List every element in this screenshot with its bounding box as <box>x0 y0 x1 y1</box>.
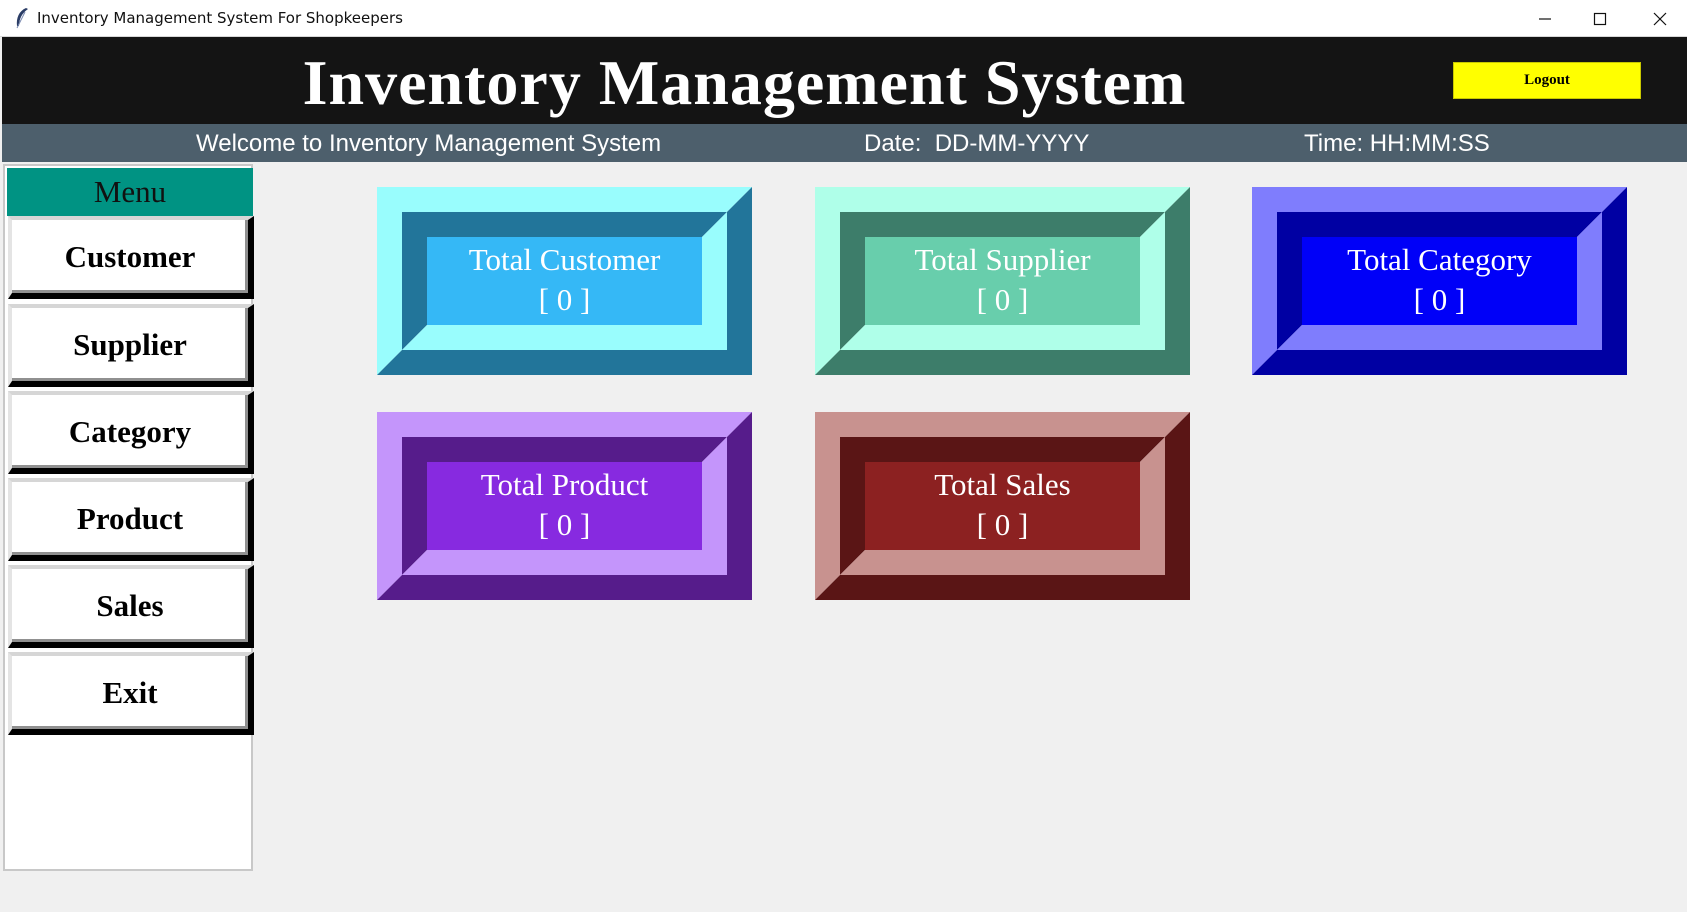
tile-face <box>865 237 1140 325</box>
tile-bevel <box>815 187 1190 375</box>
maximize-icon <box>1593 12 1607 25</box>
sidebar-menu: Menu Customer Supplier Category Product … <box>3 164 254 871</box>
tile-face <box>1302 237 1577 325</box>
menu-exit-button[interactable]: Exit <box>8 652 254 735</box>
feather-icon <box>16 8 28 29</box>
bevel-outer-shadow <box>815 412 1190 600</box>
app-title-text: Inventory Management System <box>302 47 1187 118</box>
tile-face <box>427 237 702 325</box>
status-bar: Welcome to Inventory Management System D… <box>2 124 1687 162</box>
tile-label: Total Customer [ 0 ] <box>427 237 702 325</box>
welcome-text: Welcome to Inventory Management System <box>196 130 662 157</box>
bevel-inner-shadow <box>402 212 727 350</box>
menu-title: Menu <box>7 168 253 216</box>
tile-bevel <box>377 187 752 375</box>
logout-button[interactable]: Logout <box>1453 62 1641 99</box>
bevel-inner-shadow <box>402 437 727 575</box>
window-titlebar: Inventory Management System For Shopkeep… <box>0 0 1687 37</box>
menu-product-button[interactable]: Product <box>8 478 254 561</box>
menu-category-button[interactable]: Category <box>8 391 254 474</box>
date-text: Date: DD-MM-YYYY <box>864 130 1090 157</box>
tile-label: Total Supplier [ 0 ] <box>865 237 1140 325</box>
close-button[interactable] <box>1635 0 1685 37</box>
tile-label: Total Category [ 0 ] <box>1302 237 1577 325</box>
tile-value: [ 0 ] <box>976 282 1029 317</box>
tile-title: Total Sales <box>934 467 1071 502</box>
tile-bevel <box>377 412 752 600</box>
bevel-outer-shadow <box>815 187 1190 375</box>
tile-label: Total Product [ 0 ] <box>427 462 702 550</box>
app-header: Inventory Management System Logout <box>2 37 1687 124</box>
bevel-inner-highlight <box>840 212 1165 350</box>
bevel-inner-highlight <box>1277 212 1602 350</box>
menu-supplier-button[interactable]: Supplier <box>8 304 254 387</box>
tile-bevel <box>815 412 1190 600</box>
close-icon <box>1653 12 1667 25</box>
bevel-inner-highlight <box>840 437 1165 575</box>
tile-value: [ 0 ] <box>538 282 591 317</box>
tile-total-sales: Total Sales [ 0 ] <box>815 412 1190 600</box>
tile-title: Total Supplier <box>914 242 1091 277</box>
tile-value: [ 0 ] <box>976 507 1029 542</box>
tile-total-customer: Total Customer [ 0 ] <box>377 187 752 375</box>
menu-customer-button[interactable]: Customer <box>8 216 254 299</box>
bevel-outer-shadow <box>377 412 752 600</box>
tile-title: Total Category <box>1347 242 1532 277</box>
tile-label: Total Sales [ 0 ] <box>865 462 1140 550</box>
menu-sales-button[interactable]: Sales <box>8 565 254 648</box>
app-title: Inventory Management System <box>2 46 1687 120</box>
bevel-inner-shadow <box>1277 212 1602 350</box>
bevel-inner-highlight <box>402 437 727 575</box>
bevel-inner-shadow <box>840 437 1165 575</box>
minimize-icon <box>1539 17 1551 20</box>
bevel-outer-highlight <box>815 187 1190 375</box>
tile-face <box>865 462 1140 550</box>
bevel-outer-highlight <box>377 187 752 375</box>
bevel-outer-highlight <box>377 412 752 600</box>
time-text: Time: HH:MM:SS <box>1304 130 1490 157</box>
tile-title: Total Customer <box>468 242 661 277</box>
window-title: Inventory Management System For Shopkeep… <box>37 9 403 27</box>
tile-total-product: Total Product [ 0 ] <box>377 412 752 600</box>
minimize-button[interactable] <box>1520 0 1570 37</box>
tile-total-supplier: Total Supplier [ 0 ] <box>815 187 1190 375</box>
tile-total-category: Total Category [ 0 ] <box>1252 187 1627 375</box>
tile-bevel <box>1252 187 1627 375</box>
bevel-inner-highlight <box>402 212 727 350</box>
bevel-outer-highlight <box>1252 187 1627 375</box>
tile-value: [ 0 ] <box>1413 282 1466 317</box>
bevel-outer-shadow <box>1252 187 1627 375</box>
tile-face <box>427 462 702 550</box>
bevel-outer-shadow <box>377 187 752 375</box>
tile-title: Total Product <box>480 467 649 502</box>
bevel-outer-highlight <box>815 412 1190 600</box>
tile-value: [ 0 ] <box>538 507 591 542</box>
maximize-button[interactable] <box>1575 0 1625 37</box>
bevel-inner-shadow <box>840 212 1165 350</box>
